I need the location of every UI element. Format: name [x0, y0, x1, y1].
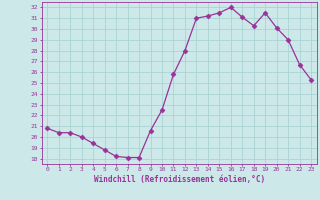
X-axis label: Windchill (Refroidissement éolien,°C): Windchill (Refroidissement éolien,°C)	[94, 175, 265, 184]
